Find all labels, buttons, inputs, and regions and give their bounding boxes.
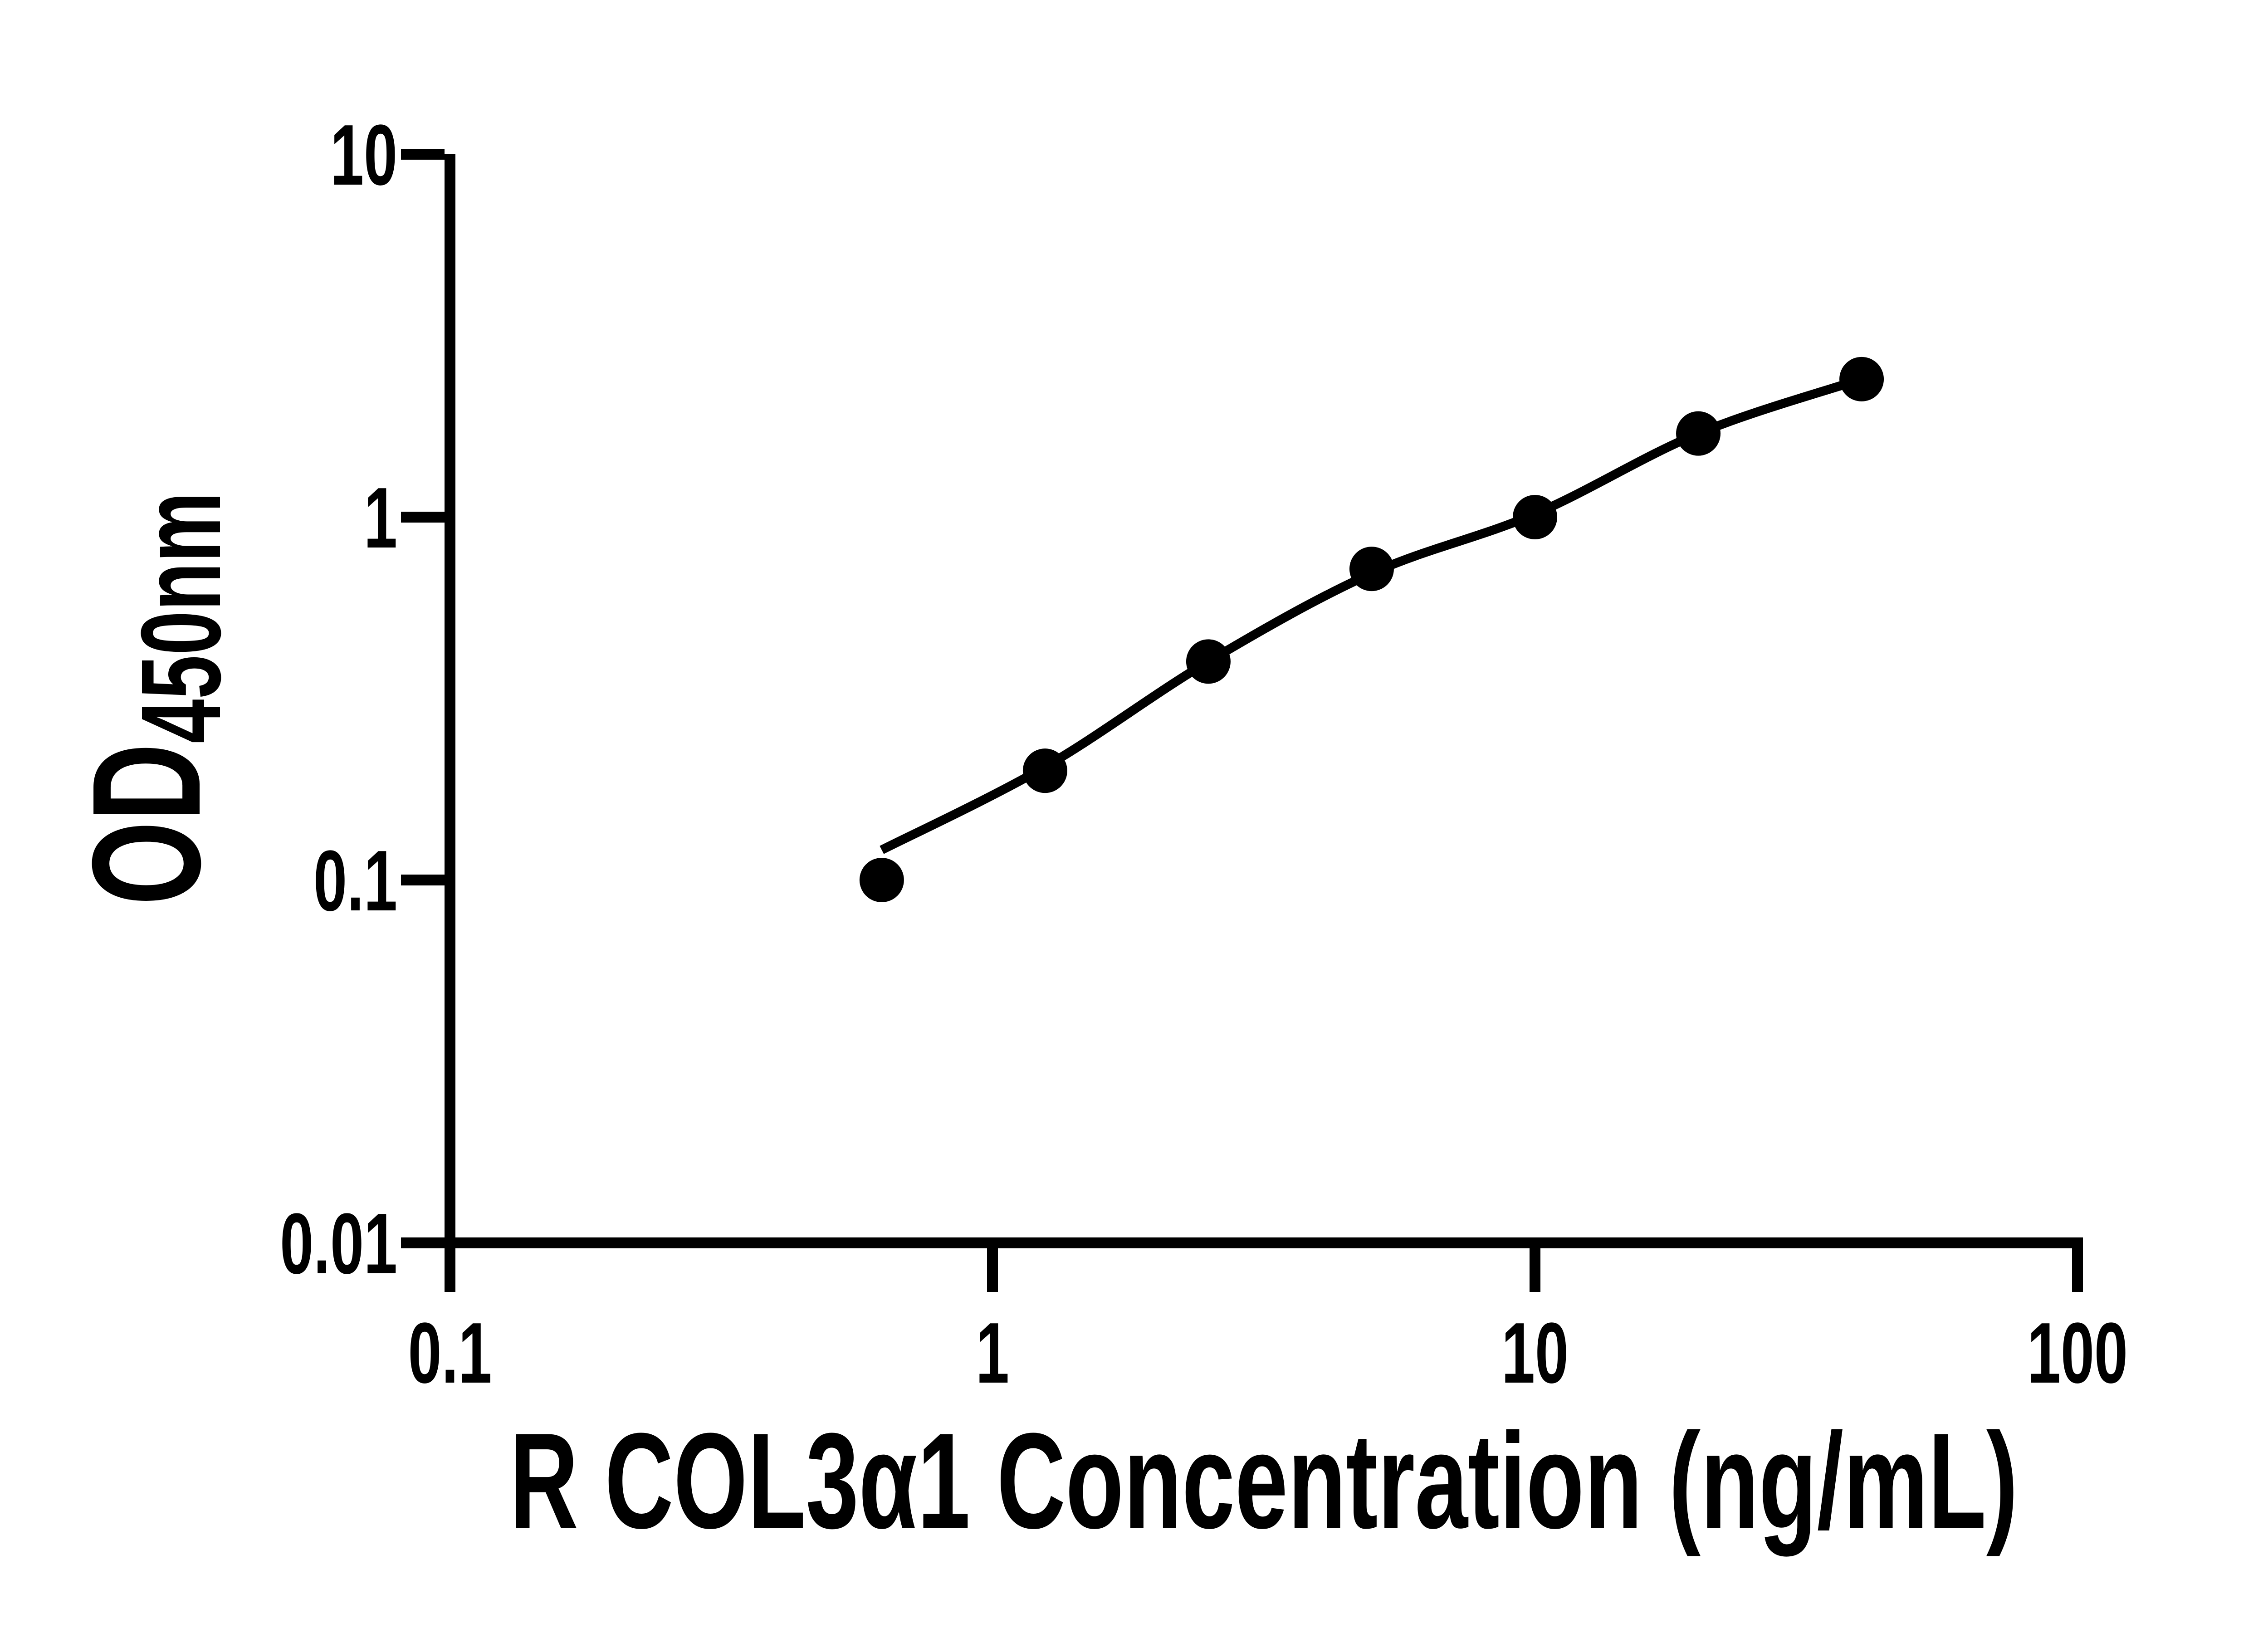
y-axis-title: OD450nm [60,492,244,905]
data-point [1839,357,1884,401]
x-tick-label-group: 100 [2027,1305,2128,1401]
y-axis-title-main: OD [60,743,233,905]
y-tick-label-group: 1 [364,470,397,566]
y-tick-label: 0.01 [280,1196,397,1292]
data-point [1022,748,1067,793]
y-tick-label: 1 [364,470,397,566]
y-tick-label-group: 10 [330,107,397,203]
data-point [1513,495,1557,539]
data-point-layer [859,357,1884,902]
x-axis-title: R COL3α1 Concentration (ng/mL) [509,1405,2018,1558]
data-point [859,858,904,902]
x-tick-label-group: 0.1 [408,1305,492,1401]
data-point [1676,411,1721,456]
axes [445,154,2083,1248]
y-axis-title-subscript: 450nm [117,492,244,743]
axis-ticks [401,149,2083,1292]
y-tick-label-group: 0.01 [280,1196,397,1292]
y-axis-title-group: OD450nm [60,492,244,905]
x-tick-label: 0.1 [408,1305,492,1401]
y-tick-label: 0.1 [313,833,397,929]
x-tick-label: 100 [2027,1305,2128,1401]
y-tick-label: 10 [330,107,397,203]
x-tick-label: 1 [976,1305,1009,1401]
x-tick-label-group: 10 [1501,1305,1569,1401]
x-tick-label: 10 [1501,1305,1569,1401]
y-tick-label-group: 0.1 [313,833,397,929]
x-tick-label-group: 1 [976,1305,1009,1401]
data-point [1186,639,1231,684]
data-point [1349,547,1394,592]
x-axis-title-group: R COL3α1 Concentration (ng/mL) [509,1405,2018,1558]
